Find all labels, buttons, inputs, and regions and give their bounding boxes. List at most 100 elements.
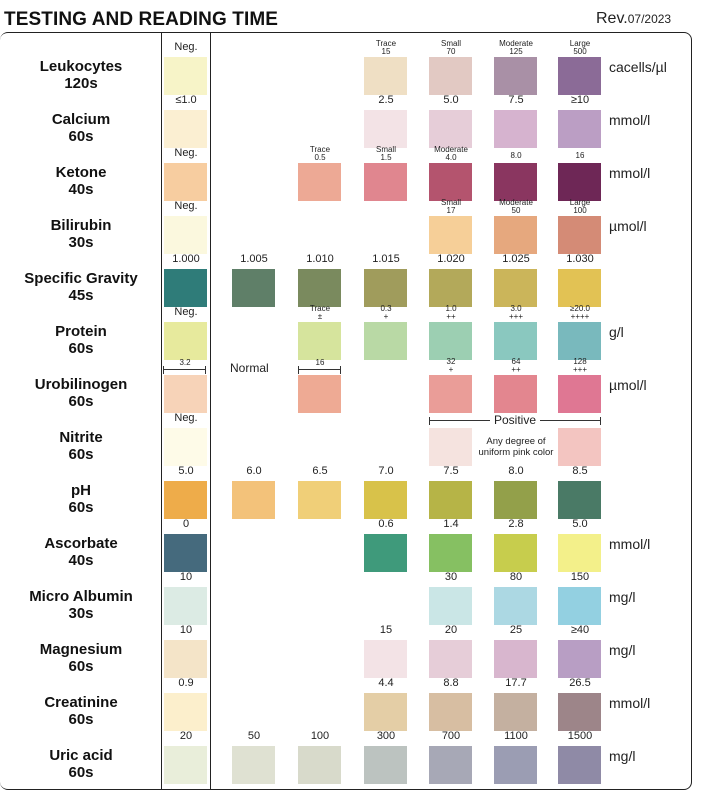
swatch-sublabel: 100 <box>573 206 587 215</box>
swatch-label: 4.4 <box>378 677 394 689</box>
swatch-label: 32 <box>446 357 456 366</box>
test-name-label: Urobilinogen <box>34 376 128 393</box>
color-swatch <box>364 693 407 731</box>
test-name-label: Protein <box>55 323 107 340</box>
swatch-label: 1.015 <box>372 253 400 265</box>
swatch-sublabel: + <box>383 312 389 321</box>
nitrite-note: Any degree of uniform pink color <box>478 436 554 458</box>
swatch-label: 2.5 <box>378 94 394 106</box>
color-swatch <box>429 746 472 784</box>
unit-calcium: mmol/l <box>609 112 651 128</box>
swatch-label: 7.5 <box>508 94 524 106</box>
reading-time: 60s <box>68 658 94 675</box>
swatch-label: Moderate <box>434 145 468 154</box>
swatch-label: 8.0 <box>510 151 522 160</box>
swatch-label: 64 <box>511 357 521 366</box>
color-swatch <box>558 375 601 413</box>
swatch-label: 128 <box>573 357 587 366</box>
color-swatch <box>558 163 601 201</box>
color-swatch <box>494 110 537 148</box>
swatch-label: 0 <box>182 518 190 530</box>
swatch-label: 1.005 <box>240 253 268 265</box>
color-swatch <box>429 216 472 254</box>
swatch-label: 0.6 <box>378 518 394 530</box>
swatch-label: 0.3 <box>380 304 392 313</box>
color-swatch <box>164 216 207 254</box>
color-swatch <box>429 57 472 95</box>
swatch-label: Small <box>440 39 461 48</box>
test-name-creatinine: Creatinine 60s <box>6 694 156 728</box>
swatch-label: 1500 <box>567 730 593 742</box>
color-swatch <box>429 587 472 625</box>
color-swatch <box>494 216 537 254</box>
color-swatch <box>232 481 275 519</box>
reading-time: 60s <box>68 340 94 357</box>
color-swatch <box>558 216 601 254</box>
swatch-sublabel: 4.0 <box>445 153 457 162</box>
color-swatch <box>164 534 207 572</box>
unit-micro-albumin: mg/l <box>609 589 636 605</box>
swatch-label: 20 <box>179 730 193 742</box>
reading-time: 60s <box>68 128 94 145</box>
swatch-label: 1100 <box>504 730 528 742</box>
positive-label: Positive <box>490 413 541 427</box>
color-swatch <box>232 746 275 784</box>
urobilinogen-low-bracket <box>163 366 206 374</box>
swatch-label: 1.030 <box>566 253 594 265</box>
swatch-label: Large <box>569 39 591 48</box>
swatch-label: Neg. <box>174 412 198 424</box>
test-name-specific-gravity: Specific Gravity 45s <box>6 270 156 304</box>
unit-protein: g/l <box>609 324 624 340</box>
test-name-nitrite: Nitrite 60s <box>6 429 156 463</box>
swatch-label: ≥20.0 <box>570 304 590 313</box>
unit-uric-acid: mg/l <box>609 748 636 764</box>
unit-urobilinogen: µmol/l <box>609 377 647 393</box>
swatch-label: 300 <box>376 730 396 742</box>
color-swatch <box>364 481 407 519</box>
swatch-label: 2.8 <box>508 518 524 530</box>
color-swatch <box>558 481 601 519</box>
swatch-label: Neg. <box>174 306 198 318</box>
color-swatch <box>494 375 537 413</box>
test-name-label: Ascorbate <box>44 535 118 552</box>
test-name-ph: pH 60s <box>6 482 156 516</box>
swatch-sublabel: ++ <box>511 365 521 374</box>
reading-time: 120s <box>64 75 98 92</box>
swatch-label: 25 <box>509 624 523 636</box>
chart-frame <box>0 32 692 790</box>
swatch-label: Trace <box>309 145 331 154</box>
urobilinogen-low-label: 3.2 <box>179 358 191 367</box>
color-swatch <box>298 746 341 784</box>
reading-time: 60s <box>68 446 94 463</box>
color-swatch <box>298 163 341 201</box>
test-name-urobilinogen: Urobilinogen 60s <box>6 376 156 410</box>
swatch-label: 5.0 <box>178 465 194 477</box>
swatch-label: Trace <box>309 304 331 313</box>
color-swatch <box>364 534 407 572</box>
color-swatch <box>429 693 472 731</box>
reading-time: 60s <box>68 711 94 728</box>
swatch-label: 1.000 <box>172 253 200 265</box>
color-swatch <box>558 269 601 307</box>
color-swatch <box>364 746 407 784</box>
swatch-sublabel: ± <box>317 312 323 321</box>
swatch-label: 1.0 <box>445 304 457 313</box>
swatch-label: 6.0 <box>246 465 262 477</box>
swatch-sublabel: ++++ <box>570 312 590 321</box>
color-swatch <box>429 322 472 360</box>
color-swatch <box>164 57 207 95</box>
unit-ketone: mmol/l <box>609 165 651 181</box>
reading-time: 30s <box>68 234 94 251</box>
swatch-label: 6.5 <box>312 465 328 477</box>
test-name-label: Magnesium <box>39 641 123 658</box>
swatch-label: ≥10 <box>570 94 590 106</box>
color-swatch <box>494 269 537 307</box>
unit-magnesium: mg/l <box>609 642 636 658</box>
swatch-label: 17.7 <box>505 677 527 689</box>
color-swatch <box>558 693 601 731</box>
page-title: TESTING AND READING TIME <box>4 9 279 30</box>
color-swatch <box>429 481 472 519</box>
color-swatch <box>558 57 601 95</box>
test-name-ketone: Ketone 40s <box>6 164 156 198</box>
normal-label: Normal <box>230 361 269 375</box>
